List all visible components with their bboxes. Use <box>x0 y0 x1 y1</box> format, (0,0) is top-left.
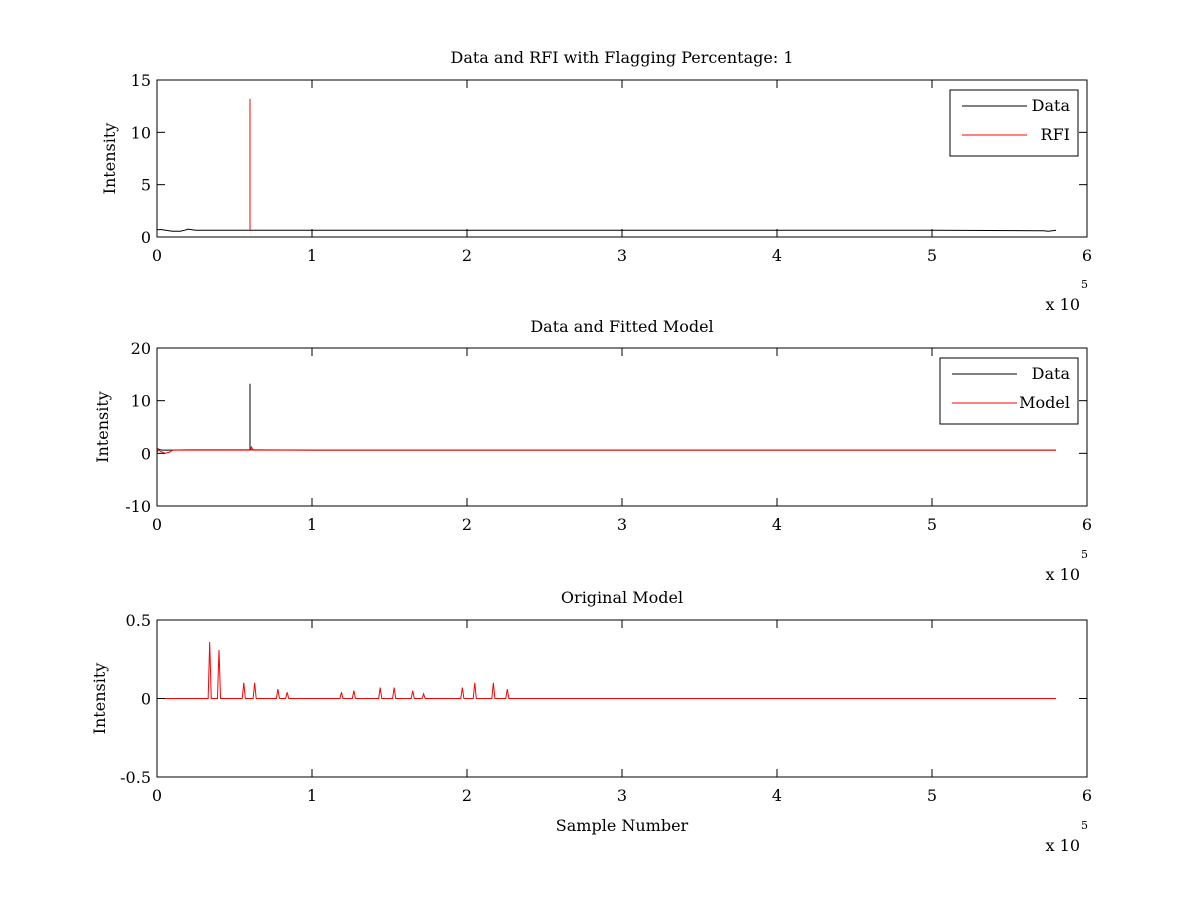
x-tick-label: 4 <box>772 786 782 805</box>
x-multiplier-exponent: 5 <box>1081 819 1088 832</box>
y-axis-label: Intensity <box>90 663 109 735</box>
x-tick-label: 3 <box>617 515 627 534</box>
x-tick-label: 4 <box>772 246 782 265</box>
y-tick-label: -0.5 <box>120 768 151 787</box>
x-tick-label: 1 <box>307 246 317 265</box>
subplot-title: Original Model <box>561 588 683 607</box>
series-line-model <box>157 641 1056 699</box>
x-tick-label: 4 <box>772 515 782 534</box>
x-tick-label: 0 <box>152 246 162 265</box>
x-multiplier: x 10 <box>1046 295 1080 314</box>
x-tick-label: 2 <box>462 246 472 265</box>
x-axis-label: Sample Number <box>556 816 689 835</box>
x-tick-label: 6 <box>1082 786 1092 805</box>
y-tick-label: 5 <box>141 176 151 195</box>
y-tick-label: 15 <box>131 71 151 90</box>
legend-label: Model <box>1019 393 1070 412</box>
y-tick-label: 20 <box>131 339 151 358</box>
series-group <box>157 641 1056 699</box>
subplot-title: Data and RFI with Flagging Percentage: 1 <box>450 48 793 67</box>
x-tick-label: 0 <box>152 786 162 805</box>
legend-box <box>939 357 1079 425</box>
x-tick-label: 2 <box>462 515 472 534</box>
x-tick-label: 6 <box>1082 515 1092 534</box>
legend-box <box>949 89 1079 157</box>
series-line-model <box>157 445 1056 454</box>
y-tick-label: 0.5 <box>126 611 151 630</box>
x-multiplier: x 10 <box>1046 836 1080 855</box>
y-tick-label: 10 <box>131 123 151 142</box>
x-tick-label: 5 <box>927 786 937 805</box>
x-tick-label: 2 <box>462 786 472 805</box>
x-tick-label: 1 <box>307 786 317 805</box>
legend: Data RFI <box>949 89 1079 157</box>
series-group <box>157 98 1057 232</box>
x-tick-label: 3 <box>617 786 627 805</box>
legend-label: Data <box>1032 96 1071 115</box>
plot-area <box>157 80 1087 237</box>
y-axis-label: Intensity <box>100 123 119 195</box>
legend: Data Model <box>939 357 1079 425</box>
plot-area <box>157 348 1087 506</box>
series-line-data <box>157 228 1057 232</box>
subplot-title: Data and Fitted Model <box>530 317 713 336</box>
y-tick-label: -10 <box>125 497 151 516</box>
y-tick-label: 0 <box>141 690 151 709</box>
legend-label: RFI <box>1041 125 1070 144</box>
y-axis-label: Intensity <box>93 391 112 463</box>
x-multiplier-exponent: 5 <box>1081 548 1088 561</box>
y-tick-label: 10 <box>131 392 151 411</box>
series-group <box>157 383 1056 454</box>
y-tick-label: 0 <box>141 228 151 247</box>
y-tick-label: 0 <box>141 444 151 463</box>
subplot-1: 0 1 2 3 4 5 6 0 5 10 15 Data and RFI with Flagging … <box>100 48 1092 314</box>
x-multiplier-exponent: 5 <box>1081 278 1088 291</box>
x-tick-label: 5 <box>927 515 937 534</box>
legend-label: Data <box>1032 364 1071 383</box>
x-tick-label: 5 <box>927 246 937 265</box>
x-tick-label: 1 <box>307 515 317 534</box>
x-multiplier: x 10 <box>1046 565 1080 584</box>
x-tick-label: 0 <box>152 515 162 534</box>
x-tick-label: 3 <box>617 246 627 265</box>
x-tick-label: 6 <box>1082 246 1092 265</box>
